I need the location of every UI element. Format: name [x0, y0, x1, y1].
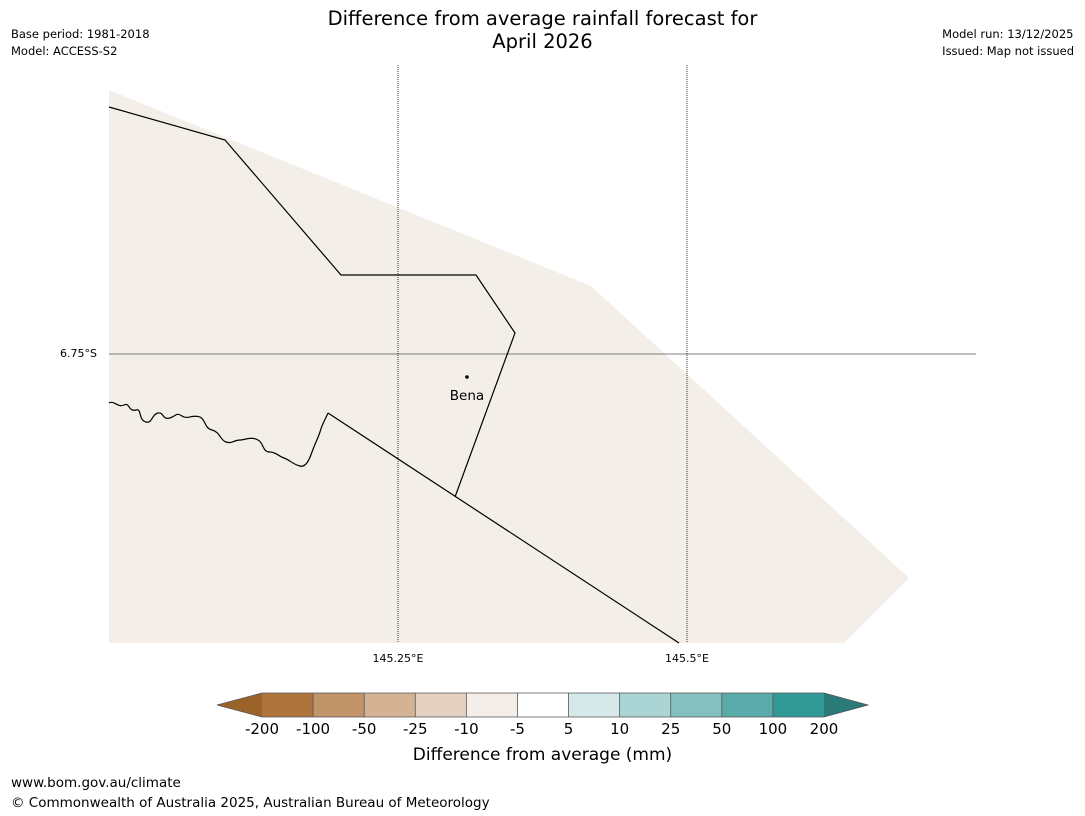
district-boundary-south	[327, 412, 680, 644]
colorbar-segment	[721, 693, 774, 717]
header-right: Model run: 13/12/2025 Issued: Map not is…	[942, 26, 1074, 60]
colorbar-tick-label: -10	[454, 720, 479, 738]
header-left: Base period: 1981-2018 Model: ACCESS-S2	[11, 26, 150, 60]
town-label: Bena	[449, 388, 485, 404]
longitude-label-145-25: 145.25°E	[372, 652, 424, 665]
colorbar-tick-label: -25	[403, 720, 428, 738]
colorbar-label: Difference from average (mm)	[412, 745, 673, 765]
colorbar-tick-label: -5	[509, 720, 525, 738]
footer-copyright: © Commonwealth of Australia 2025, Austra…	[11, 795, 490, 811]
colorbar-segment	[568, 693, 621, 717]
model-run: Model run: 13/12/2025	[942, 27, 1074, 41]
model-name: Model: ACCESS-S2	[11, 44, 118, 58]
colorbar-tick-label: -200	[244, 720, 280, 738]
colorbar-tick-label: 5	[563, 720, 574, 738]
title-line-2: April 2026	[492, 30, 593, 53]
colorbar-segments	[217, 693, 868, 717]
province-boundary-river	[108, 401, 329, 467]
district-boundary-north	[108, 106, 516, 498]
town-marker	[465, 375, 469, 379]
colorbar-tick-label: 100	[758, 720, 788, 738]
colorbar-tick-label: -50	[351, 720, 377, 738]
footer-url: www.bom.gov.au/climate	[11, 775, 181, 791]
colorbar-segment	[619, 693, 672, 717]
map-title: Difference from average rainfall forecas…	[240, 7, 845, 53]
longitude-label-145-5: 145.5°E	[665, 652, 709, 665]
colorbar-segment	[670, 693, 723, 717]
colorbar-tick-label: 50	[712, 720, 732, 738]
colorbar-segment	[364, 693, 416, 717]
colorbar-tick-label: 10	[610, 720, 630, 738]
colorbar-segment	[313, 693, 365, 717]
colorbar-tick-label: 200	[809, 720, 839, 738]
latitude-label: 6.75°S	[60, 347, 97, 360]
forecast-region-fill	[109, 90, 909, 643]
colorbar-segment	[772, 693, 825, 717]
colorbar-segment	[262, 693, 314, 717]
colorbar-tick-label: 25	[661, 720, 681, 738]
colorbar-segment	[517, 693, 570, 717]
colorbar-outline	[216, 692, 870, 718]
issued-status: Issued: Map not issued	[942, 44, 1074, 58]
colorbar-segment	[415, 693, 467, 717]
base-period: Base period: 1981-2018	[11, 27, 150, 41]
colorbar-extend-high	[824, 693, 868, 717]
colorbar-tick-label: -100	[296, 720, 331, 738]
colorbar-extend-low	[217, 693, 262, 717]
colorbar-segment	[466, 693, 518, 717]
title-line-1: Difference from average rainfall forecas…	[327, 7, 758, 30]
